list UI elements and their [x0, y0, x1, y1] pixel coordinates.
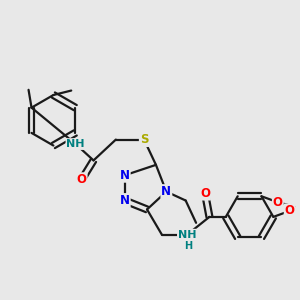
Text: O: O — [200, 187, 210, 200]
Text: S: S — [140, 133, 148, 146]
Text: N: N — [120, 169, 130, 182]
Text: NH: NH — [178, 230, 196, 240]
Text: O: O — [273, 196, 283, 209]
Text: NH: NH — [66, 139, 85, 149]
Text: O: O — [76, 173, 87, 186]
Text: H: H — [184, 241, 193, 251]
Text: N: N — [120, 194, 130, 207]
Text: N: N — [161, 185, 171, 198]
Text: O: O — [285, 204, 295, 218]
